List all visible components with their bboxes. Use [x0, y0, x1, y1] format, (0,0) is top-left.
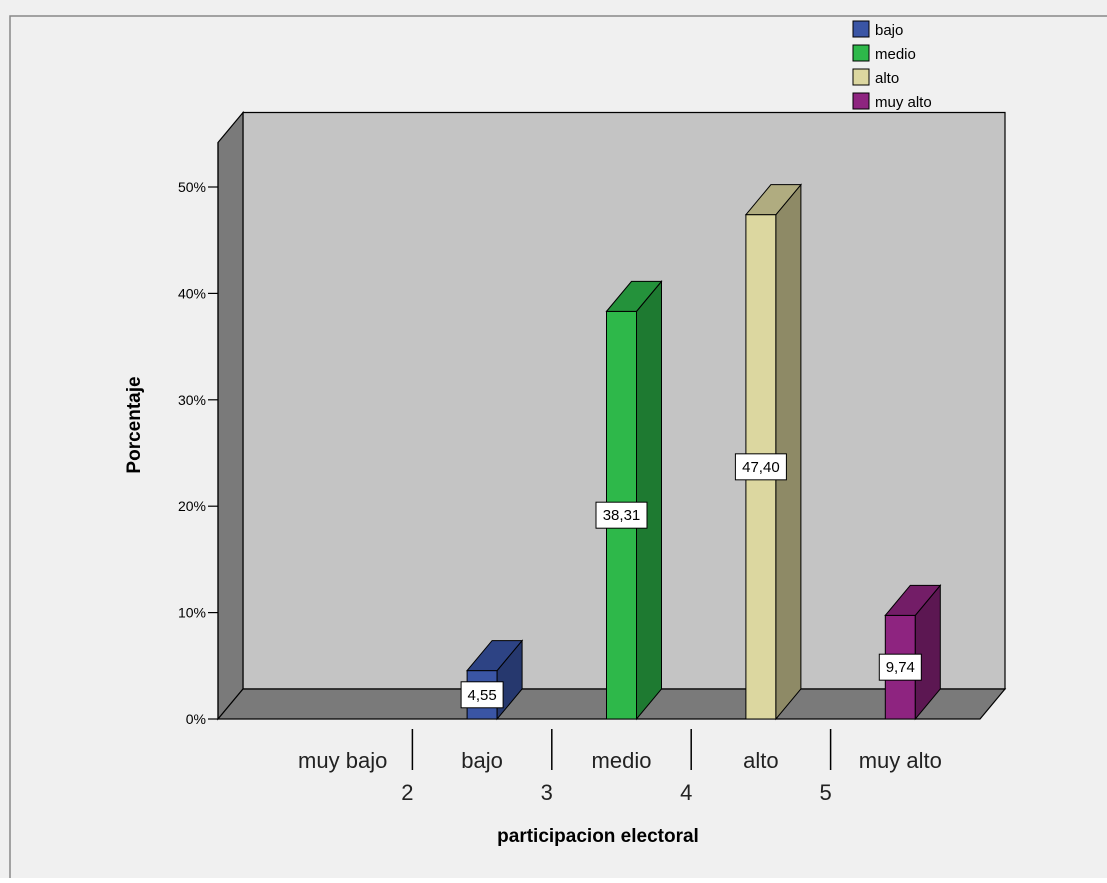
x-axis-title: participacion electoral — [497, 826, 699, 847]
y-tick-label: 10% — [178, 605, 206, 621]
legend-swatch — [852, 92, 870, 110]
data-label-box — [460, 681, 504, 709]
legend-label: medio — [875, 46, 916, 63]
x-tick-label: medio — [592, 748, 652, 773]
data-label: 47,40 — [742, 459, 780, 476]
data-label: 9,74 — [886, 659, 915, 676]
data-label-box — [595, 501, 648, 529]
bar-side — [775, 183, 802, 721]
data-label: 4,55 — [467, 687, 496, 704]
x-secondary-tick-label: 5 — [819, 780, 831, 805]
y-tick-label: 40% — [178, 285, 206, 301]
y-tick-label: 0% — [186, 711, 206, 727]
legend-label: alto — [875, 70, 899, 87]
x-tick-label: alto — [743, 748, 778, 773]
plot-side-wall — [217, 110, 244, 721]
data-label-box — [878, 653, 922, 681]
bar-side — [636, 280, 662, 721]
y-axis-title: Porcentaje — [124, 376, 145, 473]
chart-border — [9, 15, 1107, 878]
bar-top — [744, 184, 802, 216]
legend-label: bajo — [875, 22, 903, 39]
legend-swatch — [852, 20, 870, 38]
x-tick-label: muy alto — [859, 748, 942, 773]
y-tick-label: 50% — [178, 179, 206, 195]
x-secondary-tick-label: 4 — [680, 780, 692, 805]
bar-top — [884, 584, 942, 616]
x-secondary-tick-label: 3 — [541, 780, 553, 805]
bar-top — [466, 640, 524, 672]
x-secondary-tick-label: 2 — [401, 780, 413, 805]
legend-swatch — [852, 44, 870, 62]
x-tick-label: muy bajo — [298, 748, 387, 773]
data-label-box — [734, 453, 787, 481]
bar-top — [605, 280, 663, 312]
legend-label: muy alto — [875, 94, 932, 111]
data-label: 38,31 — [603, 507, 641, 524]
y-tick-label: 30% — [178, 392, 206, 408]
x-tick-label: bajo — [461, 748, 503, 773]
legend-swatch — [852, 68, 870, 86]
y-tick-label: 20% — [178, 498, 206, 514]
